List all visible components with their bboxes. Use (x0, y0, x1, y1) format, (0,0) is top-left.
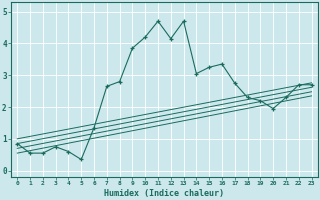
X-axis label: Humidex (Indice chaleur): Humidex (Indice chaleur) (104, 189, 224, 198)
